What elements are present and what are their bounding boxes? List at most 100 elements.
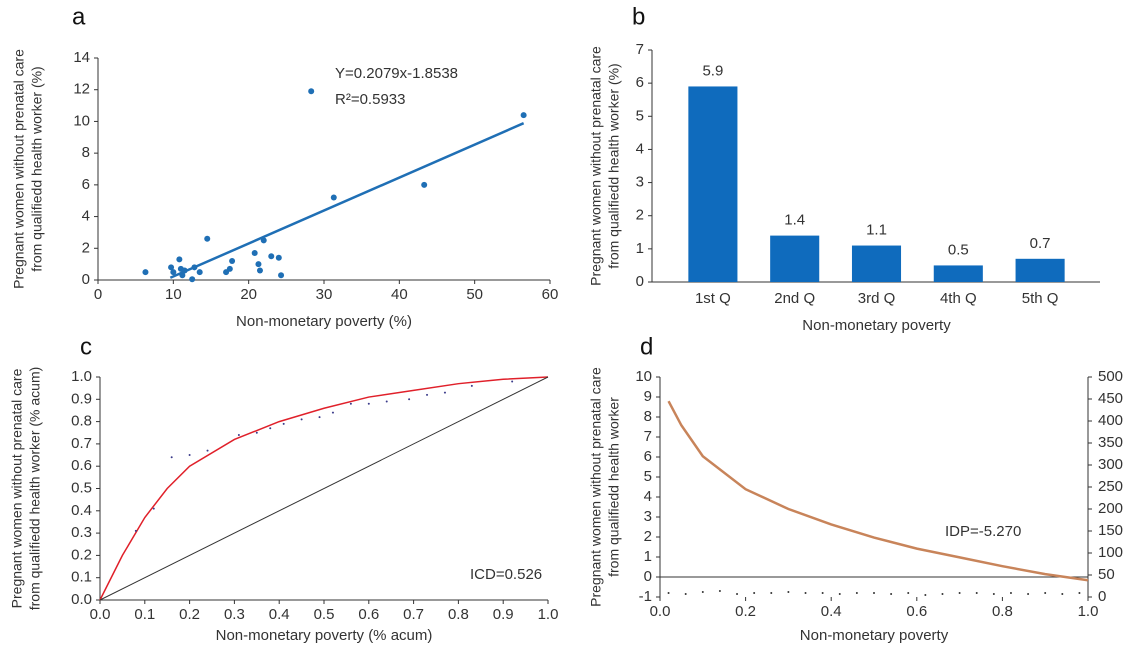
point <box>168 264 175 271</box>
y-tick-label: 0 <box>644 568 652 585</box>
y-tick-label: 1 <box>644 548 652 565</box>
y-tick-label: 12 <box>73 81 90 98</box>
dot <box>1009 592 1012 594</box>
value-label: 1.1 <box>866 222 887 239</box>
dot <box>331 411 334 414</box>
point <box>189 276 196 283</box>
x-tick-label: 50 <box>466 286 483 303</box>
value-label: 0.5 <box>948 241 969 258</box>
y-tick-label: 0.5 <box>71 479 92 496</box>
y-tick-label: 10 <box>635 368 652 385</box>
point <box>226 265 233 272</box>
dot <box>188 454 191 457</box>
x-axis-label: Non-monetary poverty <box>800 627 949 644</box>
y2-tick-label: 300 <box>1098 456 1123 473</box>
dot <box>152 507 155 510</box>
dot <box>975 592 978 594</box>
x-tick-label: 0 <box>94 286 102 303</box>
y-tick-label: 8 <box>82 144 90 161</box>
panel-letter: b <box>632 3 645 30</box>
y-tick-label: 0.1 <box>71 569 92 586</box>
bar <box>933 265 983 282</box>
y-axis-label: from qualifiedd health worker (% acum) <box>27 367 43 611</box>
y2-tick-label: 0 <box>1098 588 1106 605</box>
dot <box>1061 593 1064 595</box>
y-tick-label: 4 <box>82 208 90 225</box>
y-tick-label: 0.8 <box>71 413 92 430</box>
dot <box>838 593 841 595</box>
dot <box>992 593 995 595</box>
x-tick-label: 0.1 <box>134 606 155 623</box>
x-tick-label: 20 <box>240 286 257 303</box>
y2-tick-label: 100 <box>1098 544 1123 561</box>
dot <box>667 592 670 594</box>
x-tick-label: 2nd Q <box>774 290 815 307</box>
dot <box>924 594 927 596</box>
x-tick-label: 0.5 <box>314 606 335 623</box>
y-tick-label: 3 <box>644 508 652 525</box>
x-tick-label: 0.3 <box>224 606 245 623</box>
y2-tick-label: 400 <box>1098 412 1123 429</box>
y-axis-label: from qualifiedd health worker (%) <box>606 63 622 268</box>
point <box>196 269 203 276</box>
panel-letter: a <box>72 3 86 30</box>
x-tick-label: 0.6 <box>358 606 379 623</box>
x-tick-label: 0.0 <box>90 606 111 623</box>
x-tick-label: 10 <box>165 286 182 303</box>
bar <box>1015 258 1065 282</box>
y-tick-label: 3 <box>636 174 644 191</box>
y-axis-label: from qualifiedd health worker <box>606 397 622 577</box>
dot <box>890 593 893 595</box>
y-tick-label: 6 <box>82 176 90 193</box>
y-tick-label: 4 <box>636 140 644 157</box>
dot <box>443 391 446 394</box>
point <box>275 254 282 261</box>
point <box>176 256 183 263</box>
dot <box>206 449 209 452</box>
x-tick-label: 0.8 <box>992 603 1013 620</box>
y2-tick-label: 350 <box>1098 434 1123 451</box>
y-axis-label: Pregnant women without prenatal care <box>588 46 604 286</box>
dot <box>736 593 739 595</box>
dot <box>821 592 824 594</box>
point <box>421 181 428 188</box>
y-tick-label: 5 <box>636 107 644 124</box>
panel-letter: c <box>80 333 92 360</box>
line <box>667 400 1089 582</box>
point <box>278 272 285 279</box>
point <box>268 253 275 260</box>
x-axis-label: Non-monetary poverty (%) <box>236 313 412 330</box>
point <box>520 112 527 119</box>
y-tick-label: 10 <box>73 112 90 129</box>
line <box>99 376 549 601</box>
x-tick-label: 0.2 <box>735 603 756 620</box>
dot <box>873 592 875 594</box>
y-tick-label: 0.3 <box>71 524 92 541</box>
point <box>330 194 337 201</box>
dot <box>318 416 321 419</box>
y-tick-label: -1 <box>639 588 652 605</box>
x-tick-label: 60 <box>542 286 559 303</box>
point <box>142 269 149 276</box>
annotation: Y=0.2079x-1.8538 <box>335 65 458 82</box>
x-tick-label: 0.6 <box>906 603 927 620</box>
x-axis-label: Non-monetary poverty <box>802 317 951 334</box>
y-tick-label: 14 <box>73 49 90 66</box>
dot <box>770 592 773 594</box>
bar <box>688 86 738 282</box>
y2-tick-label: 250 <box>1098 478 1123 495</box>
point <box>251 250 258 257</box>
y-tick-label: 8 <box>644 408 652 425</box>
point <box>229 257 236 264</box>
dot <box>170 456 173 459</box>
y-tick-label: 6 <box>644 448 652 465</box>
y-tick-label: 0.6 <box>71 457 92 474</box>
dot <box>718 590 721 592</box>
y-axis-label: from qualifiedd health worker (%) <box>29 66 45 271</box>
dot <box>385 400 388 403</box>
y-tick-label: 0.7 <box>71 435 92 452</box>
y-tick-label: 4 <box>644 488 652 505</box>
x-tick-label: 0.9 <box>493 606 514 623</box>
dot <box>255 431 258 434</box>
